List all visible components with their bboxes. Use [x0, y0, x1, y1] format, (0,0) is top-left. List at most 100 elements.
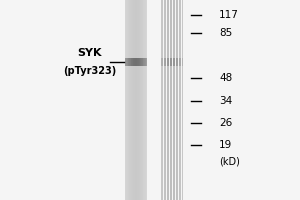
Bar [161, 0, 162, 200]
Bar [174, 0, 175, 200]
Bar [167, 0, 168, 200]
Bar [165, 0, 166, 200]
Bar [129, 58, 130, 66]
Bar [175, 58, 176, 66]
Bar [129, 0, 130, 200]
Bar [135, 58, 136, 66]
Bar [173, 0, 174, 200]
Bar [145, 0, 146, 200]
Bar [166, 0, 167, 200]
Text: 19: 19 [219, 140, 232, 150]
Bar [171, 0, 172, 200]
Bar [145, 58, 146, 66]
Bar [144, 58, 145, 66]
Bar [173, 58, 174, 66]
Bar [136, 58, 137, 66]
Bar [170, 0, 171, 200]
Bar [176, 58, 177, 66]
Bar [131, 58, 132, 66]
Text: 26: 26 [219, 118, 232, 128]
Bar [168, 58, 169, 66]
Bar [169, 0, 170, 200]
Bar [179, 0, 180, 200]
Bar [168, 0, 169, 200]
Bar [182, 58, 183, 66]
Text: (pTyr323): (pTyr323) [63, 66, 117, 76]
Bar [171, 58, 172, 66]
Bar [141, 58, 142, 66]
Bar [142, 0, 143, 200]
Bar [137, 0, 138, 200]
Bar [146, 0, 147, 200]
Text: 85: 85 [219, 28, 232, 38]
Bar [179, 58, 180, 66]
Bar [164, 0, 165, 200]
Bar [182, 0, 183, 200]
Bar [128, 58, 129, 66]
Bar [141, 0, 142, 200]
Bar [164, 58, 165, 66]
Bar [175, 0, 176, 200]
Bar [162, 58, 163, 66]
Bar [177, 0, 178, 200]
Bar [146, 58, 147, 66]
Bar [126, 58, 127, 66]
Bar [124, 0, 125, 200]
Bar [165, 58, 166, 66]
Text: (kD): (kD) [219, 157, 240, 167]
Bar [160, 58, 161, 66]
Bar [172, 58, 173, 66]
Bar [137, 58, 138, 66]
Bar [174, 58, 175, 66]
Bar [135, 0, 136, 200]
Bar [128, 0, 129, 200]
Bar [132, 58, 133, 66]
Bar [160, 0, 161, 200]
Text: 117: 117 [219, 10, 239, 20]
Text: 48: 48 [219, 73, 232, 83]
Bar [140, 0, 141, 200]
Bar [178, 0, 179, 200]
Text: 34: 34 [219, 96, 232, 106]
Bar [167, 58, 168, 66]
Bar [125, 0, 126, 200]
Bar [139, 0, 140, 200]
Bar [169, 0, 170, 200]
Bar [126, 0, 127, 200]
Bar [180, 58, 181, 66]
Bar [166, 58, 167, 66]
Bar [133, 58, 134, 66]
Bar [170, 58, 171, 66]
Bar [162, 0, 163, 200]
Bar [163, 0, 164, 200]
Bar [140, 58, 141, 66]
Bar [169, 58, 170, 66]
Bar [139, 58, 140, 66]
Bar [124, 58, 125, 66]
Bar [181, 58, 182, 66]
Bar [130, 58, 131, 66]
Bar [181, 0, 182, 200]
Bar [138, 58, 139, 66]
Bar [136, 0, 137, 200]
Bar [138, 0, 139, 200]
Bar [132, 0, 133, 200]
Bar [134, 0, 135, 200]
Bar [169, 58, 170, 66]
Bar [125, 58, 126, 66]
Bar [130, 0, 131, 200]
Bar [177, 58, 178, 66]
Bar [134, 58, 135, 66]
Bar [180, 0, 181, 200]
Bar [172, 0, 173, 200]
Bar [144, 0, 145, 200]
Bar [143, 58, 144, 66]
Bar [176, 0, 177, 200]
Bar [143, 0, 144, 200]
Bar [161, 58, 162, 66]
Bar [178, 58, 179, 66]
Bar [133, 0, 134, 200]
Bar [131, 0, 132, 200]
Bar [163, 58, 164, 66]
Bar [142, 58, 143, 66]
